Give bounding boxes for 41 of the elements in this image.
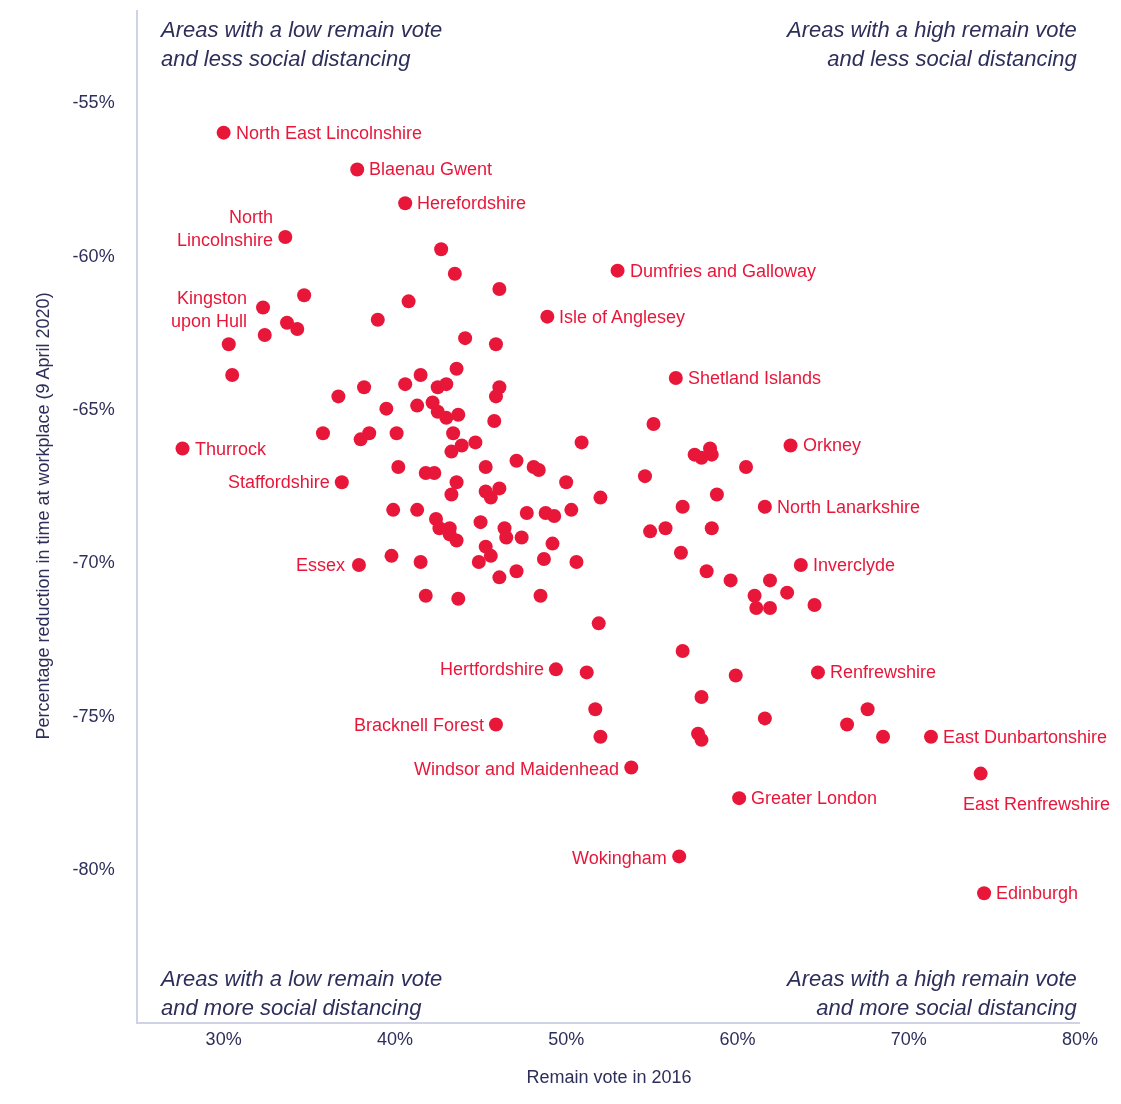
annotation: Areas with a high remain vote and less social distancing: [785, 17, 1078, 71]
annotation: Isle of Anglesey: [559, 307, 686, 327]
annotation: Edinburgh: [996, 883, 1079, 903]
annotation: East Renfrewshire: [963, 794, 1111, 814]
annotation: Areas with a low remain vote and less social distancing: [159, 17, 443, 71]
x-tick-label: 40%: [376, 1029, 413, 1050]
y-tick-label: -75%: [72, 705, 115, 726]
annotation: Bracknell Forest: [354, 715, 485, 735]
x-tick-label: 70%: [890, 1029, 927, 1050]
annotation: Dumfries and Galloway: [630, 261, 817, 281]
x-tick-label: 50%: [548, 1029, 585, 1050]
y-tick-label: -70%: [72, 552, 115, 573]
y-tick-label: -80%: [72, 858, 115, 879]
annotation: Kingston upon Hull: [171, 288, 248, 332]
y-axis-title: Percentage reduction in time at workplace (9 April 2020): [33, 292, 54, 740]
annotation: Thurrock: [195, 439, 268, 459]
annotation: Hertfordshire: [440, 659, 545, 679]
annotation: Wokingham: [572, 848, 667, 868]
annotation: Orkney: [803, 435, 862, 455]
x-axis-title: Remain vote in 2016: [526, 1066, 692, 1087]
annotation: North East Lincolnshire: [236, 123, 423, 143]
annotation: Areas with a low remain vote and more social distancing: [159, 966, 443, 1020]
annotation: Herefordshire: [417, 193, 527, 213]
x-tick-label: 80%: [1061, 1029, 1099, 1050]
annotation: Essex: [296, 555, 346, 575]
annotation: Staffordshire: [228, 472, 330, 492]
x-tick-label: 30%: [205, 1029, 242, 1050]
y-tick-label: -55%: [72, 92, 115, 113]
annotation: Blaenau Gwent: [369, 159, 493, 179]
annotation: Shetland Islands: [688, 368, 822, 388]
annotation: North Lincolnshire: [177, 207, 274, 251]
x-tick-label: 60%: [719, 1029, 756, 1050]
annotation: Renfrewshire: [830, 662, 937, 682]
annotation: Greater London: [751, 788, 878, 808]
annotation: Inverclyde: [813, 555, 896, 575]
y-tick-label: -65%: [72, 398, 115, 419]
annotation: North Lanarkshire: [777, 497, 921, 517]
y-tick-label: -60%: [72, 245, 115, 266]
annotation: Windsor and Maidenhead: [414, 759, 620, 779]
annotation: Areas with a high remain vote and more social distancing: [785, 966, 1078, 1020]
annotation: East Dunbartonshire: [943, 727, 1108, 747]
